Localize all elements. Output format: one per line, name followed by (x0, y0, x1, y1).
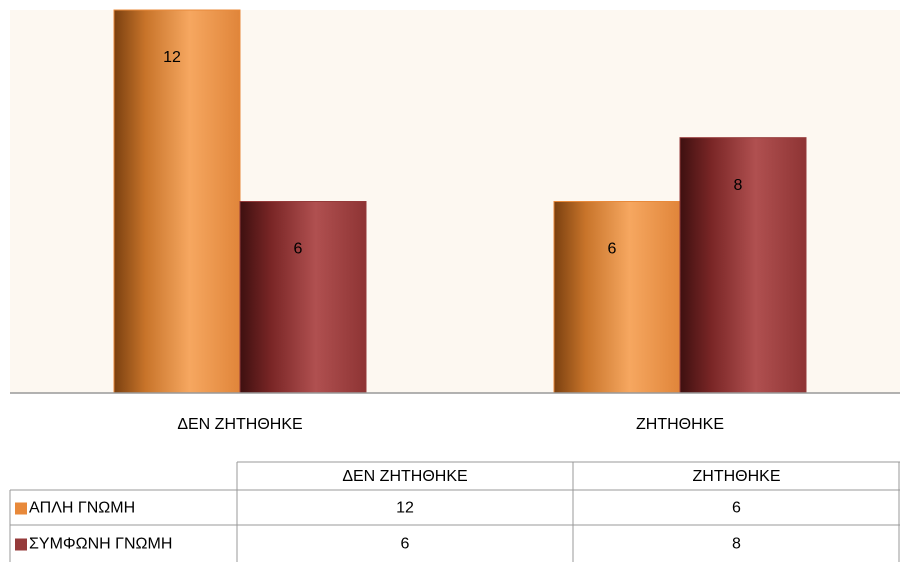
value-label: 8 (734, 177, 743, 194)
table-value: 6 (732, 500, 741, 517)
table-value: 12 (396, 500, 414, 517)
table-value: 6 (401, 536, 410, 553)
table-header: ΖΗΤΗΘΗΚΕ (693, 468, 781, 485)
legend-label: ΑΠΛΗ ΓΝΩΜΗ (29, 500, 135, 517)
legend-swatch (15, 502, 27, 515)
bar (239, 201, 367, 394)
x-tick-label: ΔΕΝ ΖΗΤΗΘΗΚΕ (177, 416, 302, 433)
table-header: ΔΕΝ ΖΗΤΗΘΗΚΕ (342, 468, 467, 485)
x-tick-label: ΖΗΤΗΘΗΚΕ (636, 416, 724, 433)
bar (113, 9, 241, 394)
bar (553, 201, 681, 394)
value-label: 6 (294, 241, 303, 258)
value-label: 6 (608, 241, 617, 258)
bar (679, 137, 807, 394)
legend-label: ΣΥΜΦΩΝΗ ΓΝΩΜΗ (29, 536, 172, 553)
value-label: 12 (163, 49, 181, 66)
table-value: 8 (732, 536, 741, 553)
legend-swatch (15, 538, 27, 551)
